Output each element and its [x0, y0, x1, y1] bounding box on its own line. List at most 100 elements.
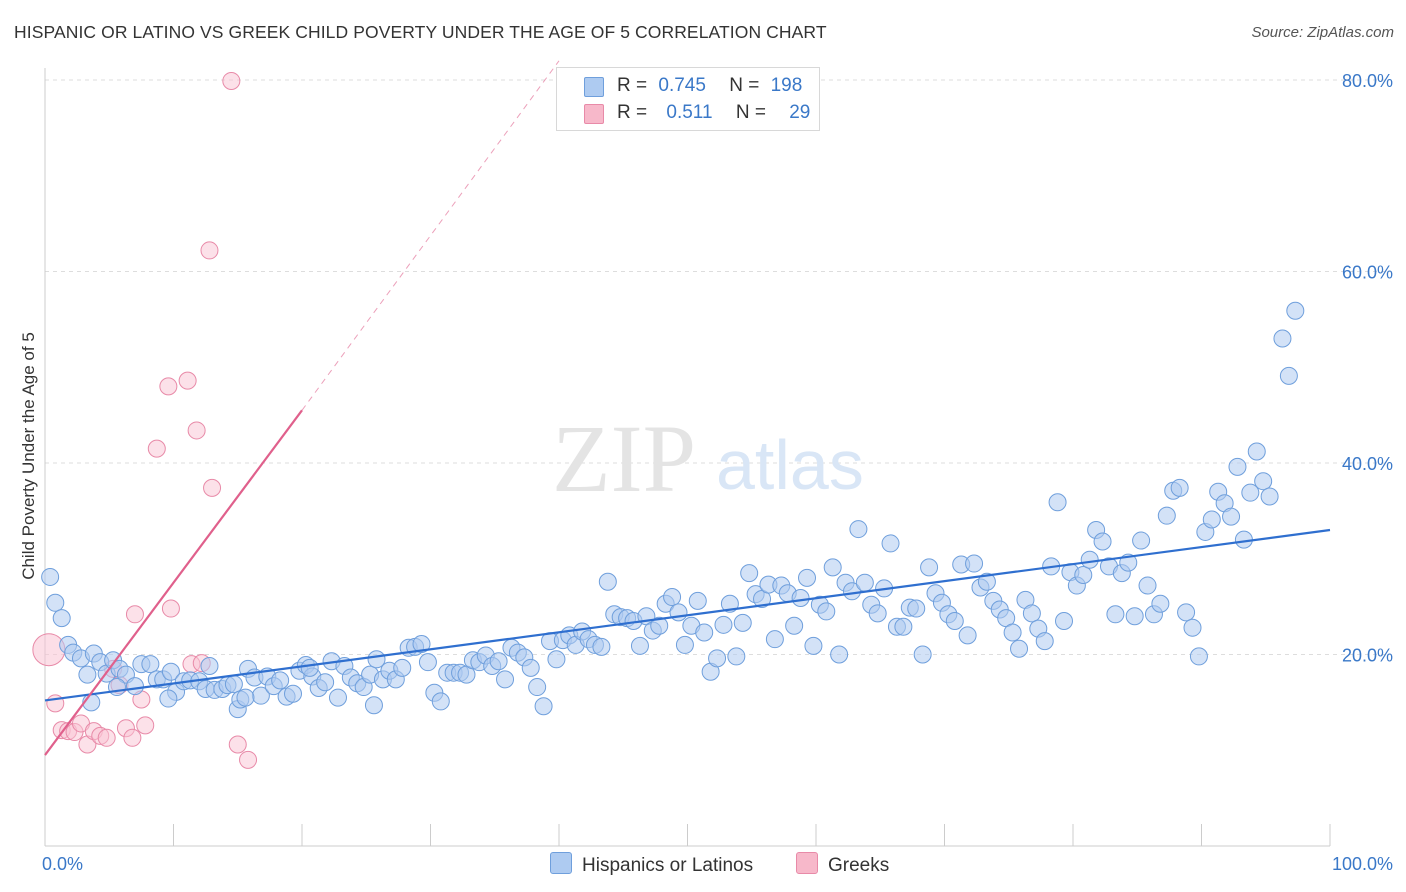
grid-lines — [45, 79, 1390, 655]
hispanics-point — [913, 645, 932, 664]
hispanics-point — [945, 611, 964, 630]
hispanics-point — [650, 616, 669, 635]
hispanics-point — [489, 652, 508, 671]
hispanics-point — [1254, 472, 1273, 491]
hispanics-point — [1125, 607, 1144, 626]
hispanics-point — [714, 615, 733, 634]
hispanics-point — [1241, 483, 1260, 502]
hispanics-point — [200, 656, 219, 675]
hispanics-point — [1157, 506, 1176, 525]
x-tick-label: 0.0% — [42, 854, 83, 874]
hispanics-point — [1222, 507, 1241, 526]
legend-item-hispanics[interactable]: Hispanics or Latinos — [550, 852, 753, 877]
hispanics-point — [1260, 487, 1279, 506]
greeks-point — [159, 377, 178, 396]
greeks-point — [200, 241, 219, 260]
hispanics-point — [1138, 576, 1157, 595]
hispanics-point — [46, 593, 65, 612]
greeks-point — [178, 371, 197, 390]
hispanics-point — [920, 558, 939, 577]
hispanics-point — [236, 688, 255, 707]
hispanics-point — [868, 604, 887, 623]
hispanics-point — [740, 564, 759, 583]
source-label: Source: ZipAtlas.com — [1251, 24, 1394, 41]
n-label: N = — [729, 75, 760, 96]
hispanics-point — [141, 655, 160, 674]
greeks-point — [239, 750, 258, 769]
y-tick-label: 80.0% — [1342, 71, 1393, 91]
hispanics-point — [1055, 611, 1074, 630]
hispanics-point — [1010, 639, 1029, 658]
legend-swatch-blue — [550, 852, 572, 874]
greeks-trend-extension — [301, 60, 560, 411]
hispanics-point — [1106, 605, 1125, 624]
greeks-point — [136, 716, 155, 735]
hispanics-point — [1189, 647, 1208, 666]
hispanics-point — [1279, 366, 1298, 385]
hispanics-point — [727, 647, 746, 666]
hispanics-point — [855, 573, 874, 592]
r-value: 0.511 — [666, 102, 713, 123]
hispanics-point — [894, 617, 913, 636]
legend-label: Greeks — [828, 855, 890, 876]
hispanics-point — [688, 591, 707, 610]
hispanics-point — [52, 609, 71, 628]
hispanics-point — [412, 634, 431, 653]
hispanics-point — [431, 692, 450, 711]
hispanics-point — [418, 653, 437, 672]
hispanics-point — [107, 678, 126, 697]
greeks-point — [147, 439, 166, 458]
series-legend: Hispanics or Latinos Greeks — [0, 852, 1406, 878]
hispanics-point — [224, 675, 243, 694]
greeks-point — [203, 478, 222, 497]
hispanics-point — [161, 662, 180, 681]
hispanics-point — [300, 658, 319, 677]
greeks-point — [228, 735, 247, 754]
legend-swatch-pink — [584, 104, 604, 124]
greeks-point — [222, 71, 241, 90]
hispanics-point — [328, 688, 347, 707]
hispanics-point — [1080, 550, 1099, 569]
hispanics-point — [316, 673, 335, 692]
greeks-point — [161, 599, 180, 618]
hispanics-point — [41, 567, 60, 586]
n-value: 198 — [770, 75, 803, 96]
greeks-point — [125, 605, 144, 624]
r-value: 0.745 — [658, 75, 706, 96]
trend-lines — [44, 60, 1331, 756]
hispanics-point — [785, 616, 804, 635]
hispanics-point — [695, 623, 714, 642]
n-value: 29 — [789, 102, 811, 123]
hispanics-point — [1273, 329, 1292, 348]
n-label: N = — [735, 102, 766, 123]
hispanics-point — [630, 636, 649, 655]
hispanics-point — [708, 649, 727, 668]
greeks-points — [32, 71, 258, 769]
hispanics-point — [791, 589, 810, 608]
greeks-point — [187, 421, 206, 440]
hispanics-point — [528, 678, 547, 697]
y-tick-label: 20.0% — [1342, 646, 1393, 666]
greeks-point — [32, 633, 66, 667]
hispanics-point — [849, 520, 868, 539]
legend-label: Hispanics or Latinos — [582, 855, 754, 876]
legend-row-text: R = 0.511 N = 29 — [617, 102, 810, 124]
legend-item-greeks[interactable]: Greeks — [796, 852, 889, 877]
hispanics-point — [663, 588, 682, 607]
x-tick-label: 100.0% — [1332, 854, 1393, 874]
hispanics-point — [364, 696, 383, 715]
hispanics-point — [1093, 532, 1112, 551]
hispanics-point — [798, 568, 817, 587]
hispanics-point — [823, 558, 842, 577]
watermark: ZIP atlas — [552, 405, 864, 512]
hispanics-point — [1286, 301, 1305, 320]
hispanics-point — [1035, 632, 1054, 651]
hispanics-point — [159, 689, 178, 708]
hispanics-point — [1074, 566, 1093, 585]
hispanics-point — [1202, 510, 1221, 529]
y-axis-label: Child Poverty Under the Age of 5 — [19, 332, 38, 580]
watermark-zip: ZIP — [552, 405, 696, 512]
legend-swatch-blue — [584, 77, 604, 97]
hispanics-point — [1151, 594, 1170, 613]
